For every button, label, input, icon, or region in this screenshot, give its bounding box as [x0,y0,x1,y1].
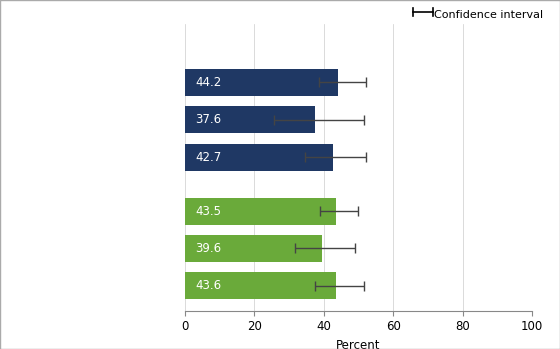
Bar [185,69,338,96]
X-axis label: Percent: Percent [336,339,381,349]
Text: Confidence interval: Confidence interval [434,10,543,21]
Bar [185,272,336,299]
Bar [185,144,333,171]
Bar [185,106,315,133]
Text: 44.2: 44.2 [195,76,221,89]
Bar [185,198,336,224]
Text: 42.7: 42.7 [195,151,221,164]
Text: 43.6: 43.6 [195,279,221,292]
Text: 43.5: 43.5 [195,205,221,217]
Bar [185,235,323,262]
Text: 37.6: 37.6 [195,113,221,126]
Text: 39.6: 39.6 [195,242,221,255]
